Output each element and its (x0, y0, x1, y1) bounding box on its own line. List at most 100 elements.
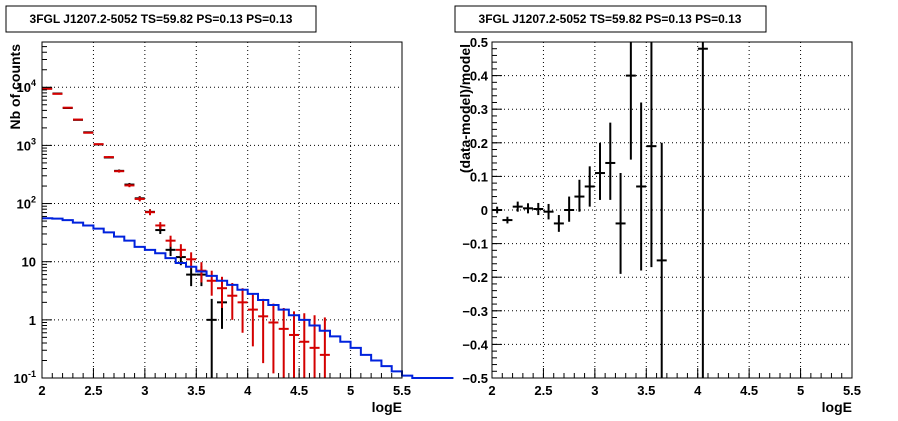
counts-x-axis-title: logE (372, 399, 402, 415)
residual-x-tick-label: 4.5 (740, 383, 758, 398)
model-point (186, 252, 197, 269)
model-point (145, 209, 155, 216)
counts-plot-frame (41, 41, 403, 379)
residual-point (512, 201, 523, 212)
model-points (42, 87, 330, 378)
model-point (93, 143, 104, 146)
residual-y-tick-label: −0.3 (462, 304, 488, 319)
counts-y-tick-exponent: -1 (28, 369, 36, 379)
residual-point (636, 102, 647, 271)
residual-title-box (454, 5, 767, 33)
model-point (52, 92, 63, 95)
residual-series (492, 42, 708, 378)
residual-point (595, 142, 605, 200)
counts-y-tick-exponent: 4 (31, 78, 36, 88)
model-point (227, 283, 238, 320)
residual-ticks: 2 2.5 3 3.5 4 4.5 5 5.5 −0.5 −0.4 −0.3 −0.2 −0.1 0 0.1… (462, 35, 861, 398)
residual-point (625, 42, 636, 160)
model-point (247, 293, 258, 347)
residual-x-tick-label: 5.5 (843, 383, 861, 398)
model-point (299, 313, 310, 378)
residual-panel: 3FGL J1207.2-5052 TS=59.82 PS=0.13 PS=0.… (454, 5, 861, 415)
counts-y-tick-base: 1 (29, 313, 36, 328)
counts-y-tick-label: 1 (29, 313, 36, 328)
residual-point (574, 179, 585, 212)
residual-point (564, 196, 575, 222)
data-points (42, 87, 227, 378)
residual-grid (492, 42, 852, 378)
counts-x-tick-label: 3.5 (187, 383, 205, 398)
model-point (42, 87, 53, 90)
counts-y-tick-base: 10 (17, 80, 31, 95)
model-point (134, 196, 145, 202)
residual-x-tick-label: 2.5 (534, 383, 552, 398)
counts-y-tick-label: 103 (17, 136, 36, 153)
residual-x-tick-label: 5 (797, 383, 804, 398)
counts-x-tick-label: 5 (347, 383, 354, 398)
residual-point (523, 203, 533, 214)
counts-x-tick-label: 2.5 (84, 383, 102, 398)
residual-point (553, 215, 564, 232)
residual-y-tick-label: 0 (481, 203, 488, 218)
counts-y-tick-base: 10 (14, 371, 28, 386)
residual-x-tick-label: 3.5 (637, 383, 655, 398)
counts-y-tick-base: 10 (17, 138, 31, 153)
model-point (83, 131, 94, 134)
residual-y-tick-label: −0.5 (462, 371, 488, 386)
residual-point (697, 42, 708, 378)
counts-y-tick-base: 10 (17, 197, 31, 212)
model-point (237, 288, 248, 333)
counts-y-tick-label: 102 (17, 195, 36, 212)
background-model-histogram (42, 217, 454, 379)
counts-x-tick-label: 4.5 (290, 383, 308, 398)
counts-title-box (5, 5, 317, 33)
counts-x-tick-label: 2 (38, 383, 45, 398)
model-point (217, 276, 227, 308)
residual-point (605, 122, 616, 200)
residual-point (533, 202, 544, 216)
model-point (165, 235, 176, 247)
residual-y-tick-label: 0.4 (470, 69, 489, 84)
counts-y-tick-label: 10-1 (14, 369, 36, 386)
counts-y-tick-label: 10 (22, 255, 36, 270)
residual-x-tick-label: 4 (694, 383, 702, 398)
model-point (175, 244, 186, 258)
counts-title: 3FGL J1207.2-5052 TS=59.82 PS=0.13 PS=0.… (30, 12, 293, 26)
model-point (73, 118, 83, 121)
residual-point (584, 166, 595, 207)
residual-y-axis-title: (data-model)/model (457, 44, 473, 173)
residual-y-tick-label: 0.2 (470, 136, 488, 151)
counts-x-tick-label: 3 (141, 383, 148, 398)
counts-x-tick-label: 4 (244, 383, 252, 398)
counts-y-tick-exponent: 2 (31, 195, 36, 205)
data-point (186, 265, 197, 287)
counts-y-axis-title: Nb of counts (7, 44, 23, 130)
residual-x-tick-label: 2 (488, 383, 495, 398)
counts-x-tick-label: 5.5 (393, 383, 411, 398)
residual-point (615, 173, 626, 274)
residual-y-tick-label: −0.4 (462, 337, 488, 352)
residual-points (492, 42, 708, 378)
model-point (319, 317, 330, 378)
counts-y-tick-label: 104 (17, 78, 36, 95)
residual-point (656, 142, 667, 378)
model-point (206, 270, 217, 296)
model-point (103, 156, 114, 159)
residual-y-tick-label: −0.2 (462, 270, 488, 285)
model-point (62, 106, 73, 109)
data-point (206, 298, 217, 378)
residual-y-tick-label: −0.1 (462, 237, 488, 252)
counts-panel: 3FGL J1207.2-5052 TS=59.82 PS=0.13 PS=0.… (5, 5, 454, 415)
counts-series (42, 87, 454, 379)
residual-y-tick-label: 0.5 (470, 35, 488, 50)
residual-x-axis-title: logE (822, 399, 852, 415)
residual-point (543, 203, 554, 220)
residual-y-tick-label: 0.3 (470, 102, 488, 117)
residual-point (646, 42, 657, 268)
residual-x-tick-label: 3 (591, 383, 598, 398)
residual-y-tick-label: 0.1 (470, 169, 488, 184)
model-point (114, 169, 125, 173)
model-point (124, 183, 135, 188)
